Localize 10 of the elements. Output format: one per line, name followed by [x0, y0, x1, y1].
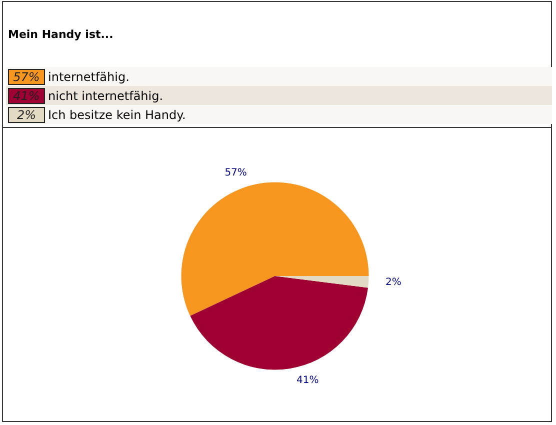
text: 2%	[16, 108, 36, 122]
data-label: 41%	[296, 374, 319, 386]
data-label: 2%	[386, 277, 402, 288]
legend-label: nicht internetfähig.	[48, 88, 164, 102]
data-label: 57%	[224, 167, 247, 178]
text: 41%	[13, 88, 40, 102]
text: 57%	[13, 70, 40, 84]
legend-label: internetfähig.	[48, 70, 130, 84]
legend-label: Ich besitze kein Handy.	[48, 108, 186, 122]
chart-title: Mein Handy ist...	[8, 28, 114, 41]
